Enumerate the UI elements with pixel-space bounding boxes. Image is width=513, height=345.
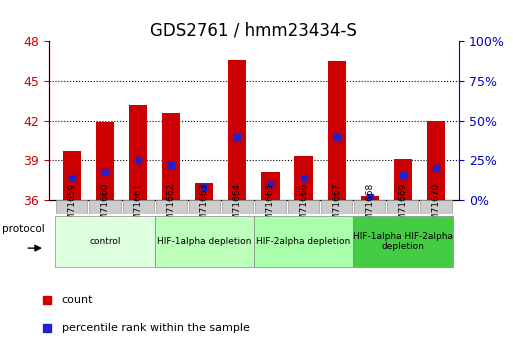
Text: GSM71668: GSM71668 (365, 183, 374, 231)
Bar (162, 113, 180, 200)
Text: GSM71665: GSM71665 (266, 183, 275, 231)
Bar (195, 183, 213, 200)
FancyBboxPatch shape (222, 200, 253, 214)
Text: GSM71659: GSM71659 (67, 183, 76, 231)
Text: GSM71662: GSM71662 (167, 183, 175, 231)
Text: control: control (89, 237, 121, 246)
FancyBboxPatch shape (254, 216, 353, 267)
FancyBboxPatch shape (255, 200, 286, 214)
FancyBboxPatch shape (387, 200, 419, 214)
Text: GSM71664: GSM71664 (233, 183, 242, 231)
Bar (328, 61, 346, 200)
Text: HIF-1alpha depletion: HIF-1alpha depletion (157, 237, 251, 246)
Text: GSM71661: GSM71661 (133, 183, 143, 231)
Bar (96, 122, 114, 200)
Text: GSM71666: GSM71666 (299, 183, 308, 231)
FancyBboxPatch shape (288, 200, 319, 214)
FancyBboxPatch shape (354, 200, 385, 214)
FancyBboxPatch shape (421, 200, 451, 214)
Text: HIF-2alpha depletion: HIF-2alpha depletion (256, 237, 351, 246)
Text: GSM71667: GSM71667 (332, 183, 341, 231)
FancyBboxPatch shape (189, 200, 220, 214)
Text: percentile rank within the sample: percentile rank within the sample (62, 323, 249, 333)
FancyBboxPatch shape (89, 200, 121, 214)
Bar (361, 196, 379, 200)
Title: GDS2761 / hmm23434-S: GDS2761 / hmm23434-S (150, 22, 358, 40)
Text: count: count (62, 295, 93, 305)
FancyBboxPatch shape (56, 200, 87, 214)
Text: HIF-1alpha HIF-2alpha
depletion: HIF-1alpha HIF-2alpha depletion (353, 232, 453, 251)
FancyBboxPatch shape (123, 200, 154, 214)
Text: GSM71663: GSM71663 (200, 183, 209, 231)
FancyBboxPatch shape (321, 200, 352, 214)
FancyBboxPatch shape (353, 216, 452, 267)
Bar (228, 60, 246, 200)
Bar (63, 151, 81, 200)
Bar (294, 157, 313, 200)
Text: protocol: protocol (3, 224, 45, 234)
Bar (129, 105, 147, 200)
Bar (394, 159, 412, 200)
FancyBboxPatch shape (55, 216, 154, 267)
Text: GSM71670: GSM71670 (431, 183, 441, 231)
FancyBboxPatch shape (155, 200, 187, 214)
Bar (262, 172, 280, 200)
FancyBboxPatch shape (154, 216, 254, 267)
Text: GSM71669: GSM71669 (399, 183, 407, 231)
Bar (427, 121, 445, 200)
Text: GSM71660: GSM71660 (101, 183, 109, 231)
